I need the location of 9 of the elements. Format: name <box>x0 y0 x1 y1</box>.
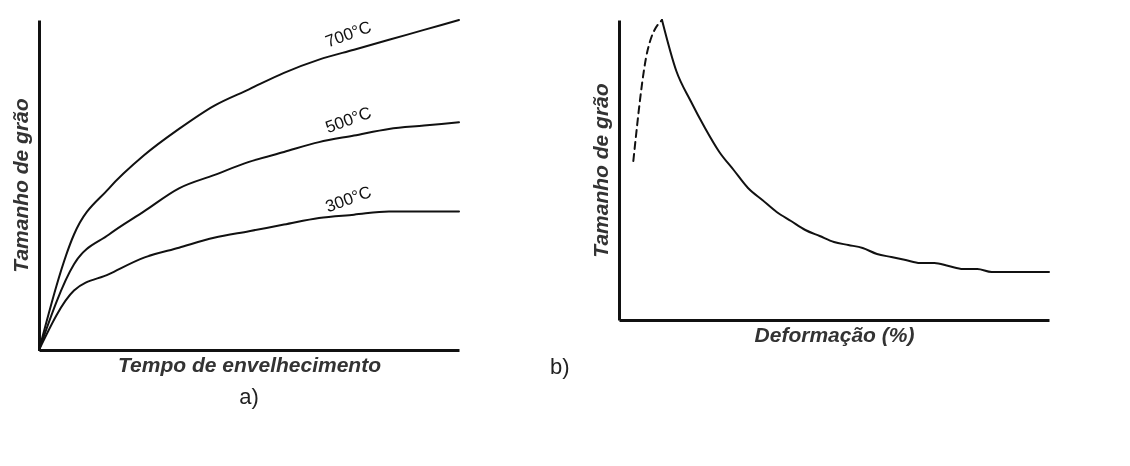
text: 300°C <box>322 182 374 217</box>
x-axis-title: Tempo de envelhecimento <box>118 352 382 376</box>
text: 700°C <box>322 17 374 52</box>
x-axis-title: Deformação (%) <box>754 322 915 346</box>
text: a) <box>239 384 259 409</box>
text: 500°C <box>322 102 374 138</box>
y-axis-title: Tamanho de grão <box>8 98 32 273</box>
text: b) <box>550 354 570 379</box>
y-axis-title: Tamanho de grão <box>588 83 612 258</box>
